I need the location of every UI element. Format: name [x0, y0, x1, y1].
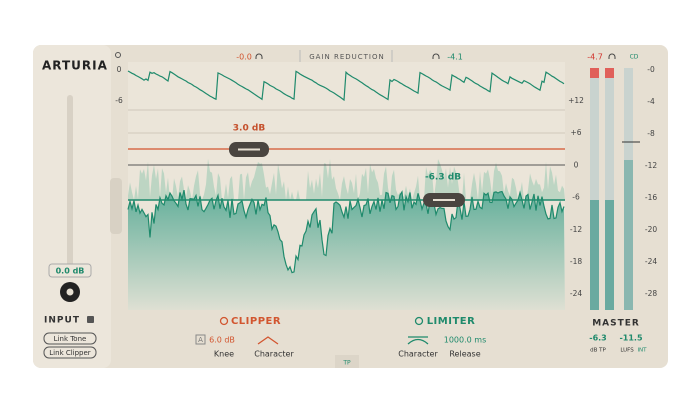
peak-value: -4.7 [587, 53, 603, 62]
clip-indicator [605, 68, 614, 78]
scale-label: 0 [117, 65, 122, 74]
limiter-threshold: -6.3 dB [425, 173, 461, 183]
scale-label: -16 [645, 193, 657, 202]
true-peak-value: -6.3 [589, 334, 607, 343]
scale-label: -0 [647, 65, 655, 74]
lufs-value: -11.5 [619, 334, 642, 343]
scale-label: -28 [645, 289, 657, 298]
scale-label: -6 [115, 96, 123, 105]
tp-tab[interactable] [335, 355, 359, 368]
gr-title: GAIN REDUCTION [309, 53, 385, 61]
meter [605, 68, 614, 310]
scale-label: -24 [570, 289, 582, 298]
input-label: INPUT [44, 316, 80, 326]
scale-label: -24 [645, 257, 657, 266]
clip-indicator [590, 68, 599, 78]
character-label: Character [398, 350, 438, 359]
button-label: Link Tone [54, 335, 87, 343]
character-icon[interactable] [257, 336, 279, 345]
scale-label: -6 [572, 193, 580, 202]
scale-label: -12 [645, 161, 657, 170]
auto-box[interactable] [195, 334, 206, 345]
brand: ARTURIA [42, 59, 108, 73]
clipper-title: CLIPPER [231, 316, 281, 327]
link-tone-button[interactable] [43, 332, 97, 345]
user-icon[interactable] [115, 52, 121, 58]
signal-line [127, 189, 565, 274]
scale-label: -4 [647, 97, 655, 106]
knee-label: Knee [214, 350, 234, 359]
meter-fill [590, 200, 599, 310]
knee-value: 6.0 dB [209, 336, 235, 345]
scale-label: 0 [574, 160, 579, 169]
waveform [127, 70, 565, 310]
scale-label: -20 [645, 225, 657, 234]
input-value-box [48, 263, 92, 278]
power-icon[interactable] [219, 316, 229, 326]
meter [590, 68, 599, 310]
gain-reduction-line [127, 70, 565, 102]
gr-right: -4.1 [447, 53, 463, 62]
lufs-mode: INT [637, 348, 647, 354]
true-peak-unit: dB TP [590, 348, 606, 354]
mode-label: CD [630, 54, 639, 61]
scale-label: -8 [647, 129, 655, 138]
lufs-unit: LUFS [620, 348, 634, 354]
scale-label: -12 [570, 225, 582, 234]
link-clipper-button[interactable] [43, 346, 97, 359]
scale-label: +6 [570, 128, 581, 137]
limiter-title: LIMITER [427, 316, 476, 327]
pre-limit-peaks [128, 158, 565, 200]
scale-label: +12 [568, 96, 584, 105]
release-label: Release [449, 350, 480, 359]
auto-label: A [198, 336, 203, 344]
release-value: 1000.0 ms [444, 336, 487, 345]
signal-fill [128, 190, 565, 310]
input-value: 0.0 dB [56, 267, 85, 276]
headphone-icon[interactable] [255, 53, 616, 59]
scale-label: -18 [570, 257, 582, 266]
character-label: Character [254, 350, 294, 359]
tp-label: TP [342, 360, 351, 367]
power-icon[interactable] [414, 316, 424, 326]
gr-left: -0.0 [236, 53, 252, 62]
button-label: Link Clipper [49, 349, 91, 357]
master-label: MASTER [592, 319, 640, 329]
meter-fill [624, 160, 633, 310]
knob-center [66, 288, 74, 296]
side-tab[interactable] [110, 178, 122, 234]
clipper-threshold: 3.0 dB [233, 124, 266, 134]
meter-fill [605, 200, 614, 310]
input-track[interactable] [67, 95, 73, 270]
character-icon[interactable] [407, 336, 429, 345]
lock-icon[interactable] [87, 316, 94, 323]
